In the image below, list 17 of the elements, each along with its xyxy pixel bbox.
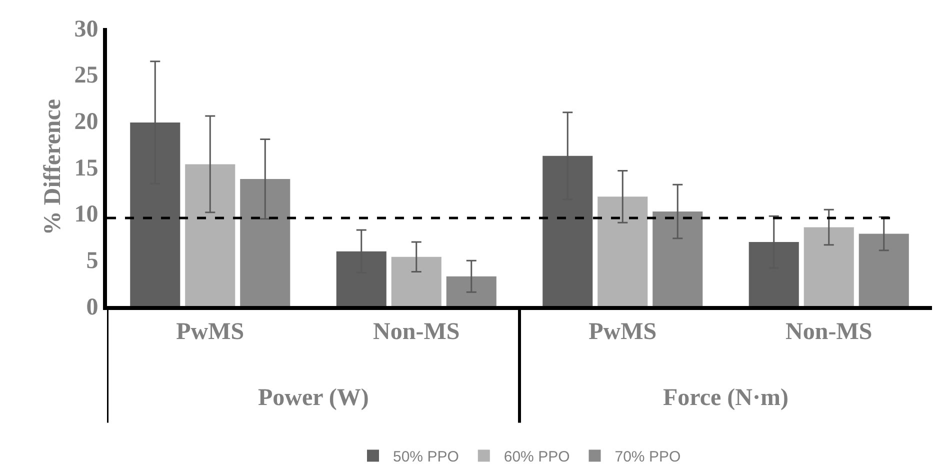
y-tick-label: 0 (86, 294, 98, 320)
legend-label: 50% PPO (393, 448, 459, 466)
legend-label: 70% PPO (614, 448, 681, 466)
x-tick-label: Non-MS (373, 318, 460, 345)
y-tick-label: 15 (74, 155, 98, 182)
x-tick-label: PwMS (176, 318, 244, 345)
text: Force (N·m) (663, 385, 788, 411)
y-tick-label: 10 (74, 202, 98, 228)
y-tick-label: 25 (74, 62, 98, 89)
legend-label: 60% PPO (504, 448, 570, 466)
x-tick-label: Non-MS (786, 318, 872, 345)
y-tick-label: 20 (74, 109, 98, 136)
y-tick-label: 30 (74, 16, 98, 42)
x-tick-label: PwMS (588, 318, 657, 345)
y-tick-label: 5 (86, 248, 98, 274)
y-axis-title: % Difference (40, 98, 66, 236)
text: Power (W) (258, 385, 369, 411)
